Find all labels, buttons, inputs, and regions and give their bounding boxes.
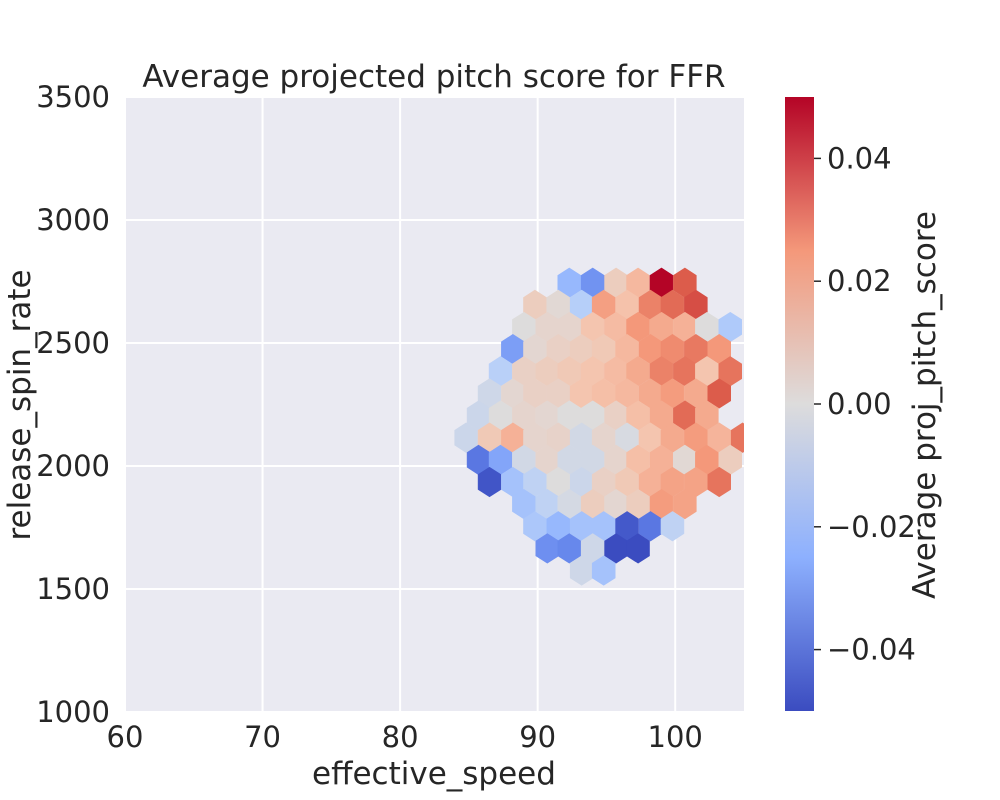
grid-lines	[124, 96, 744, 713]
y-tick-label: 2500	[36, 326, 110, 360]
colorbar-ticks: −0.04 −0.02 0.00 0.02 0.04	[814, 141, 916, 667]
hexbin-cells	[454, 267, 744, 586]
x-tick-label: 60	[107, 720, 144, 754]
y-axis-ticks: 1000 1500 2000 2500 3000 3500	[36, 80, 110, 729]
x-tick-label: 100	[648, 720, 703, 754]
colorbar-tick-label: −0.04	[827, 633, 916, 667]
y-tick-label: 1000	[36, 695, 110, 729]
colorbar-tick-label: −0.02	[827, 510, 916, 544]
y-tick-label: 2000	[36, 449, 110, 483]
y-axis-label: release_spin_rate	[2, 269, 38, 540]
y-tick-label: 3000	[36, 203, 110, 237]
hex-cell	[730, 422, 744, 453]
y-tick-label: 1500	[36, 572, 110, 606]
hex-cell	[673, 489, 697, 520]
colorbar-label: Average proj_pitch_score	[907, 211, 943, 599]
hex-cell	[591, 555, 616, 586]
hex-cell	[477, 466, 502, 498]
x-tick-label: 80	[382, 720, 419, 754]
colorbar-tick-label: 0.04	[827, 141, 892, 175]
hex-cell	[523, 511, 547, 542]
x-tick-label: 90	[519, 720, 556, 754]
hex-cell	[660, 511, 685, 542]
y-tick-label: 3500	[36, 80, 110, 114]
hex-cell	[626, 533, 650, 564]
x-tick-label: 70	[244, 720, 281, 754]
colorbar	[785, 97, 814, 711]
colorbar-tick-label: 0.02	[827, 264, 892, 298]
chart-title: Average projected pitch score for FFR	[142, 59, 725, 95]
colorbar-tick-label: 0.00	[827, 387, 892, 421]
x-axis-label: effective_speed	[312, 756, 556, 792]
hex-cell	[454, 422, 478, 453]
hex-cell	[557, 533, 582, 564]
x-axis-ticks: 60 70 80 90 100	[107, 720, 703, 754]
hex-cell	[707, 466, 732, 498]
hex-cell	[707, 378, 732, 409]
